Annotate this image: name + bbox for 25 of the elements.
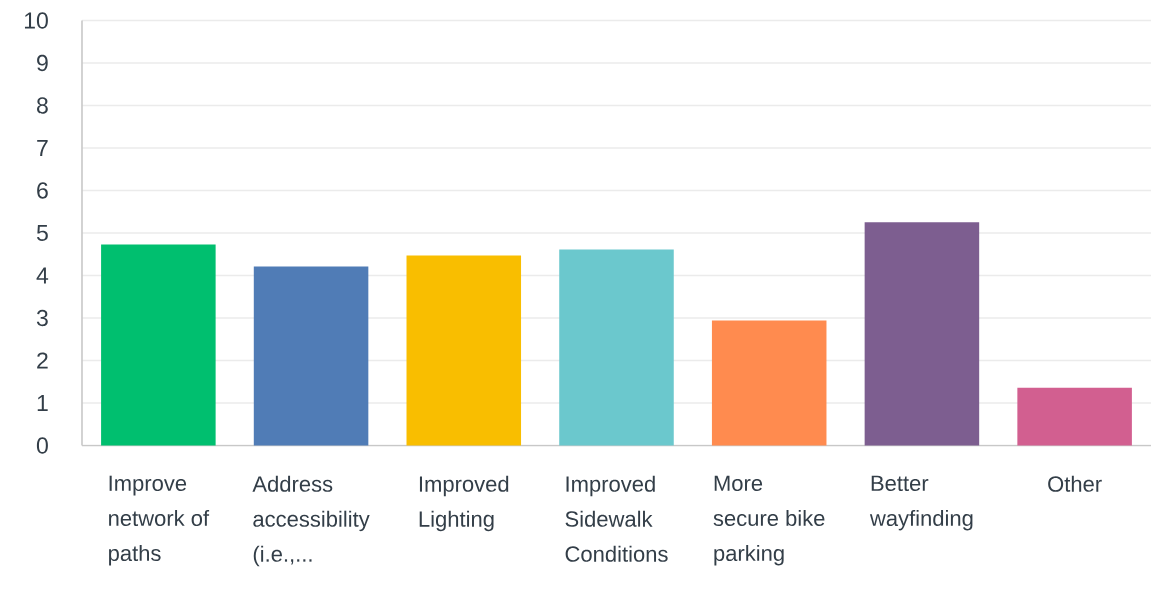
y-tick-label: 7 (37, 140, 48, 156)
x-tick-label: Address accessibility (i.e.,... (252, 475, 370, 567)
bar (101, 244, 216, 446)
y-tick-label: 0 (36, 437, 48, 454)
y-tick-label: 6 (37, 182, 48, 199)
y-tick-label: 9 (37, 54, 48, 72)
x-tick-label: Improve network of paths (109, 475, 210, 566)
y-tick-label: 3 (36, 309, 48, 327)
y-tick-label: 5 (36, 224, 48, 242)
bar (864, 222, 980, 446)
x-tick-label: More secure bike parking (713, 475, 825, 566)
x-tick-label: Other (1048, 475, 1102, 492)
bar (253, 266, 369, 446)
bar (1017, 387, 1132, 446)
y-tick-label: 8 (37, 97, 48, 114)
y-tick-label: 4 (36, 267, 49, 284)
x-tick-label: Better wayfinding (869, 475, 973, 531)
x-tick-label: Improved Lighting (419, 475, 509, 532)
y-tick-label: 10 (24, 12, 48, 29)
bar (711, 320, 827, 446)
bar (406, 255, 522, 446)
y-tick-label: 2 (37, 352, 48, 369)
bar (559, 249, 674, 446)
x-tick-label: Improved Sidewalk Conditions (565, 475, 668, 562)
y-tick-label: 1 (37, 395, 48, 411)
